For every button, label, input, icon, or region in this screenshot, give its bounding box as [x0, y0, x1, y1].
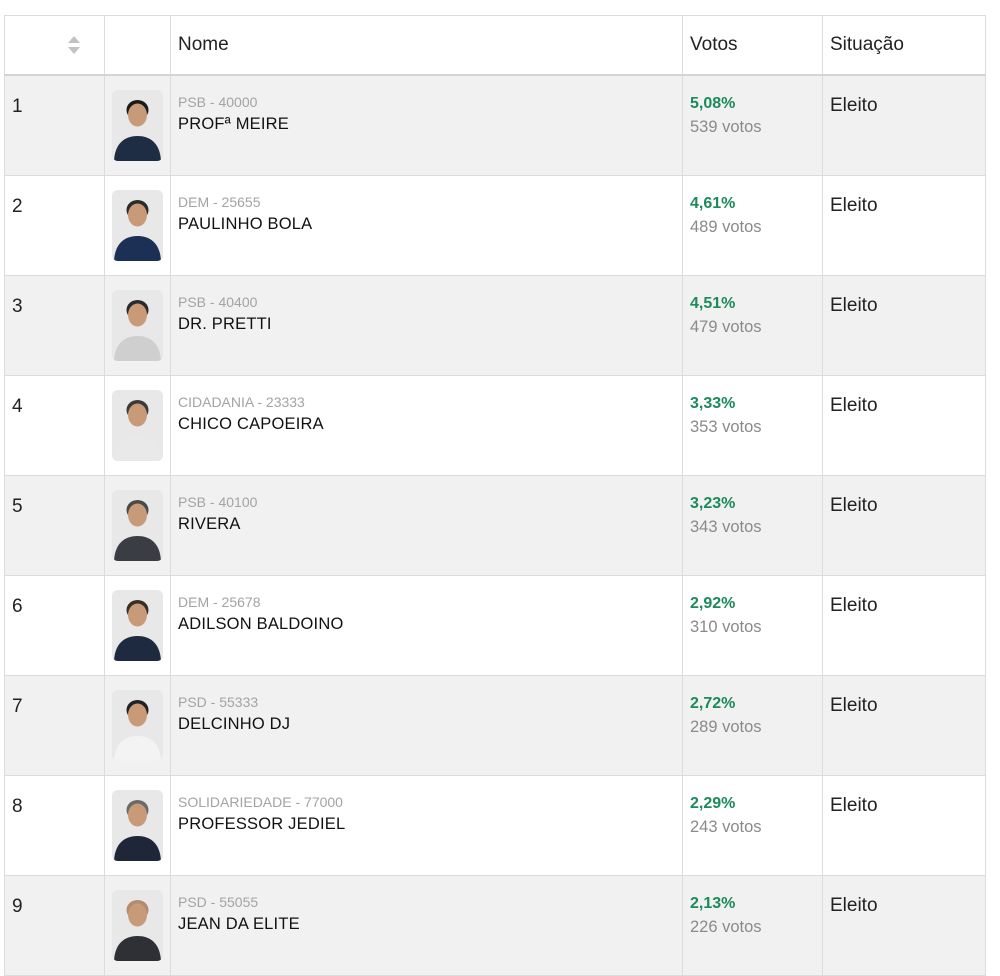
candidate-name[interactable]: PROFª MEIRE: [178, 115, 289, 133]
rank-number: 7: [12, 695, 23, 717]
party-number: DEM - 25655: [178, 193, 261, 210]
rank-number: 3: [12, 295, 23, 317]
candidate-name[interactable]: ADILSON BALDOINO: [178, 614, 344, 633]
status-text: Eleito: [830, 794, 878, 816]
vote-count: 343 votos: [690, 517, 762, 536]
table-row[interactable]: 9 PSD - 55055 JEAN DA ELITE: [4, 874, 986, 976]
vote-count: 243 votos: [690, 817, 762, 836]
vote-percent: 2,92%: [690, 594, 736, 612]
table-body: 1 PSB - 40000 PROFª MEIRE: [4, 74, 986, 976]
table-row[interactable]: 8 SOLIDARIEDADE - 77000 PROFESSOR JEDIEL: [4, 774, 986, 876]
candidate-photo: [112, 389, 163, 461]
status-text: Eleito: [830, 694, 878, 716]
results-table: Nome Votos Situação 1 PS: [4, 15, 986, 976]
candidate-photo: [112, 489, 163, 561]
candidate-name[interactable]: RIVERA: [178, 514, 241, 533]
vote-percent: 5,08%: [690, 95, 736, 112]
vote-count: 489 votos: [690, 217, 762, 236]
vote-percent: 2,13%: [690, 894, 736, 912]
table-row[interactable]: 1 PSB - 40000 PROFª MEIRE: [4, 74, 986, 176]
table-row[interactable]: 7 PSD - 55333 DELCINHO DJ: [4, 674, 986, 776]
rank-number: 1: [12, 96, 23, 117]
vote-count: 226 votos: [690, 917, 762, 936]
status-text: Eleito: [830, 394, 878, 416]
party-number: PSB - 40100: [178, 493, 258, 510]
vote-percent: 2,72%: [690, 694, 736, 712]
table-row[interactable]: 4 CIDADANIA - 23333 CHICO CAPOEIRA: [4, 374, 986, 476]
vote-count: 353 votos: [690, 417, 762, 436]
vote-count: 539 votos: [690, 118, 762, 136]
status-text: Eleito: [830, 194, 878, 216]
vote-percent: 3,33%: [690, 394, 736, 412]
candidate-photo: [112, 589, 163, 661]
candidate-photo: [112, 889, 163, 961]
candidate-photo: [112, 189, 163, 261]
rank-number: 9: [12, 895, 23, 917]
status-column-header[interactable]: Situação: [822, 15, 986, 76]
table-row[interactable]: 5 PSB - 40100 RIVERA 3,2: [4, 474, 986, 576]
rank-number: 4: [12, 395, 23, 417]
rank-number: 8: [12, 795, 23, 817]
party-number: PSB - 40000: [178, 94, 258, 110]
party-number: CIDADANIA - 23333: [178, 393, 305, 410]
status-text: Eleito: [830, 294, 878, 316]
vote-percent: 2,29%: [690, 794, 736, 812]
vote-count: 479 votos: [690, 317, 762, 336]
status-text: Eleito: [830, 894, 878, 916]
candidate-name[interactable]: JEAN DA ELITE: [178, 914, 300, 933]
status-text: Eleito: [830, 494, 878, 516]
table-row[interactable]: 2 DEM - 25655 PAULINHO BOLA: [4, 174, 986, 276]
status-text: Eleito: [830, 594, 878, 616]
vote-percent: 3,23%: [690, 494, 736, 512]
candidate-name[interactable]: DELCINHO DJ: [178, 714, 291, 733]
candidate-name[interactable]: PAULINHO BOLA: [178, 214, 313, 233]
results-table-container: Nome Votos Situação 1 PS: [4, 15, 986, 976]
status-text: Eleito: [830, 95, 878, 116]
party-number: PSD - 55333: [178, 693, 259, 710]
candidate-photo: [112, 90, 163, 161]
vote-count: 289 votos: [690, 717, 762, 736]
candidate-name[interactable]: PROFESSOR JEDIEL: [178, 814, 346, 833]
votes-column-header[interactable]: Votos: [682, 15, 823, 76]
table-row[interactable]: 6 DEM - 25678 ADILSON BALDOINO: [4, 574, 986, 676]
photo-column-header: [104, 15, 171, 76]
party-number: DEM - 25678: [178, 593, 261, 610]
table-row[interactable]: 3 PSB - 40400 DR. PRETTI: [4, 274, 986, 376]
table-header-row: Nome Votos Situação: [4, 15, 986, 76]
vote-count: 310 votos: [690, 617, 762, 636]
sort-icon[interactable]: [67, 35, 81, 55]
vote-percent: 4,51%: [690, 294, 736, 312]
rank-number: 6: [12, 595, 23, 617]
candidate-photo: [112, 789, 163, 861]
party-number: PSB - 40400: [178, 293, 258, 310]
candidate-photo: [112, 289, 163, 361]
party-number: SOLIDARIEDADE - 77000: [178, 793, 343, 810]
candidate-name[interactable]: CHICO CAPOEIRA: [178, 414, 324, 433]
rank-number: 2: [12, 195, 23, 217]
name-column-header[interactable]: Nome: [170, 15, 683, 76]
vote-percent: 4,61%: [690, 194, 736, 212]
rank-column-header[interactable]: [4, 15, 105, 76]
candidate-name[interactable]: DR. PRETTI: [178, 314, 272, 333]
party-number: PSD - 55055: [178, 893, 259, 910]
candidate-photo: [112, 689, 163, 761]
rank-number: 5: [12, 495, 23, 517]
